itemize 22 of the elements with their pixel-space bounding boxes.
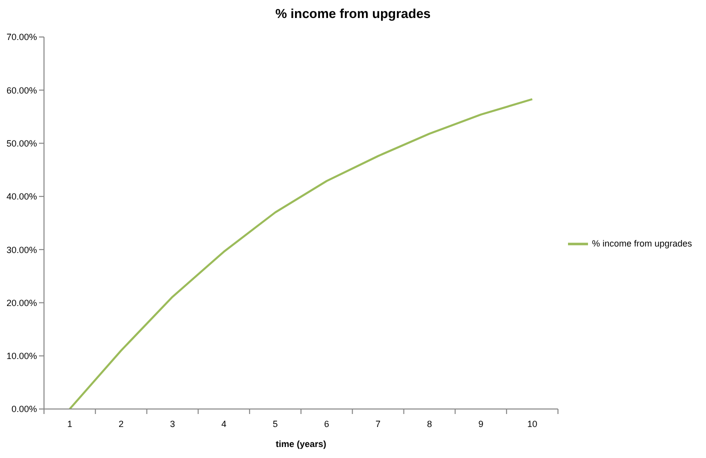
- line-series: [68, 98, 534, 409]
- y-tick-label: 30.00%: [6, 244, 37, 255]
- x-tick-label: 10: [527, 419, 538, 429]
- x-tick-label: 6: [324, 419, 330, 429]
- x-tick-label: 3: [170, 419, 175, 429]
- y-tick-label: 50.00%: [6, 138, 37, 148]
- x-tick-label: 4: [221, 419, 226, 429]
- x-tick-label: 5: [272, 419, 278, 429]
- y-tick-label: 10.00%: [6, 351, 37, 362]
- x-tick-label: 7: [376, 419, 381, 429]
- y-tick-label: 60.00%: [6, 85, 37, 96]
- y-tick-label: 0.00%: [11, 404, 37, 414]
- chart-title: % income from upgrades: [274, 6, 432, 21]
- x-tick-label: 2: [118, 419, 124, 429]
- y-tick-label: 70.00%: [6, 32, 37, 42]
- x-tick-label: 8: [426, 419, 432, 429]
- x-tick-label: 9: [478, 419, 484, 429]
- y-tick-label: 20.00%: [6, 298, 37, 308]
- legend-label: % income from upgrades: [592, 238, 692, 248]
- y-tick-label: 40.00%: [6, 192, 37, 202]
- x-axis-title: time (years): [276, 439, 326, 449]
- x-tick-label: 1: [67, 419, 72, 429]
